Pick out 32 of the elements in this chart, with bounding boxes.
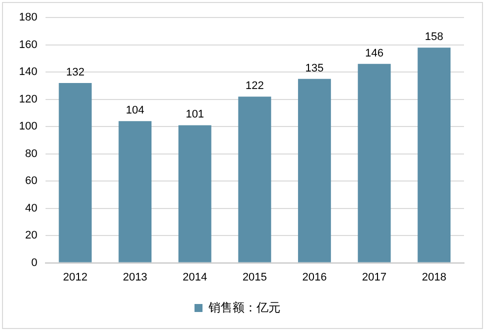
bar bbox=[118, 121, 152, 262]
bar bbox=[298, 78, 331, 262]
y-tick-label: 20 bbox=[25, 230, 38, 242]
y-tick-label: 0 bbox=[31, 256, 38, 269]
x-tick-label: 2015 bbox=[242, 271, 267, 284]
x-tick-label: 2012 bbox=[63, 271, 88, 284]
bar bbox=[238, 96, 272, 262]
data-label: 135 bbox=[305, 62, 324, 74]
x-tick-label: 2013 bbox=[122, 271, 148, 284]
bar bbox=[418, 48, 451, 262]
data-label: 146 bbox=[365, 47, 384, 60]
y-tick-label: 160 bbox=[18, 38, 38, 51]
x-tick-label: 2016 bbox=[302, 271, 327, 284]
x-tick-label: 2017 bbox=[362, 271, 387, 284]
y-tick-label: 180 bbox=[18, 12, 38, 24]
y-tick-label: 40 bbox=[25, 202, 38, 214]
data-label: 101 bbox=[186, 108, 204, 121]
y-tick-label: 100 bbox=[18, 120, 38, 133]
data-label: 132 bbox=[66, 66, 84, 79]
y-tick-label: 120 bbox=[18, 93, 38, 106]
y-tick-label: 60 bbox=[25, 175, 38, 188]
x-tick-label: 2014 bbox=[182, 271, 208, 284]
bar bbox=[358, 64, 391, 262]
data-label: 158 bbox=[424, 31, 444, 44]
bar bbox=[178, 125, 212, 262]
legend-label: 销售额：亿元 bbox=[208, 300, 280, 314]
data-label: 104 bbox=[126, 104, 144, 117]
y-tick-label: 80 bbox=[25, 148, 38, 160]
data-label: 122 bbox=[245, 80, 264, 92]
bar bbox=[58, 82, 92, 262]
y-tick-label: 140 bbox=[18, 66, 38, 78]
x-tick-label: 2018 bbox=[422, 271, 446, 284]
